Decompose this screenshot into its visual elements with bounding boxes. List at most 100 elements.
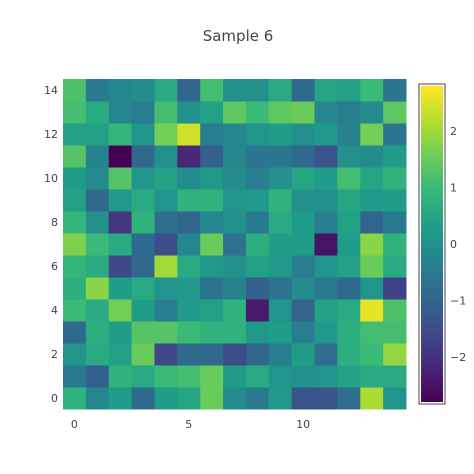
heatmap-cell — [291, 277, 316, 300]
heatmap-cell — [245, 277, 270, 300]
heatmap-cell — [85, 101, 110, 124]
heatmap-cell — [85, 321, 110, 344]
heatmap-cell — [245, 189, 270, 212]
heatmap-cell — [63, 365, 87, 388]
heatmap-cell — [85, 167, 110, 190]
heatmap-cell — [268, 79, 293, 102]
heatmap-cell — [63, 79, 87, 102]
heatmap-cell — [108, 255, 133, 278]
heatmap-cell — [268, 145, 293, 168]
heatmap-cell — [360, 145, 384, 168]
heatmap-cell — [314, 189, 338, 212]
heatmap-cell — [291, 211, 316, 234]
heatmap-cell — [291, 167, 316, 190]
heatmap-cell — [108, 145, 133, 168]
heatmap-cell — [85, 299, 110, 322]
heatmap-cell — [314, 255, 338, 278]
heatmap-cell — [63, 211, 87, 234]
colorbar-tick-label: 1 — [450, 182, 457, 195]
heatmap-cell — [268, 101, 293, 124]
heatmap-cell — [63, 255, 87, 278]
heatmap-cell — [154, 167, 178, 190]
colorbar-gradient — [421, 86, 443, 402]
heatmap-cell — [200, 343, 224, 366]
heatmap-cell — [223, 255, 247, 278]
heatmap-cell — [223, 277, 247, 300]
heatmap-cell — [200, 145, 224, 168]
y-axis-ticks: 0 2 4 6 8 10 12 14 — [44, 84, 58, 405]
heatmap-cell — [154, 189, 178, 212]
heatmap-cell — [200, 277, 224, 300]
heatmap-cell — [337, 255, 361, 278]
heatmap-cell — [360, 189, 384, 212]
heatmap-cell — [108, 211, 133, 234]
heatmap-cell — [85, 365, 110, 388]
heatmap-cells — [63, 79, 407, 410]
colorbar: 2 1 0 −1 −2 — [418, 83, 466, 405]
heatmap-cell — [268, 123, 293, 146]
colorbar-tick-label: −2 — [450, 351, 466, 364]
heatmap-cell — [177, 101, 201, 124]
heatmap-cell — [314, 299, 338, 322]
heatmap-cell — [63, 277, 87, 300]
heatmap-cell — [154, 211, 178, 234]
heatmap-cell — [131, 101, 155, 124]
heatmap-cell — [177, 79, 201, 102]
heatmap-cell — [245, 299, 270, 322]
heatmap-cell — [337, 211, 361, 234]
heatmap-cell — [177, 167, 201, 190]
heatmap-cell — [314, 233, 338, 256]
heatmap-cell — [360, 255, 384, 278]
heatmap-cell — [268, 321, 293, 344]
heatmap-cell — [85, 387, 110, 410]
heatmap-cell — [108, 365, 133, 388]
heatmap-cell — [177, 365, 201, 388]
heatmap-cell — [383, 79, 407, 102]
heatmap-cell — [63, 167, 87, 190]
heatmap-cell — [314, 145, 338, 168]
x-tick-label: 10 — [296, 418, 310, 431]
heatmap-cell — [383, 167, 407, 190]
heatmap-cell — [291, 387, 316, 410]
heatmap-cell — [291, 343, 316, 366]
heatmap-cell — [177, 277, 201, 300]
heatmap-cell — [245, 233, 270, 256]
heatmap-cell — [85, 189, 110, 212]
heatmap-cell — [268, 211, 293, 234]
heatmap-cell — [177, 189, 201, 212]
heatmap-cell — [200, 387, 224, 410]
heatmap-cell — [360, 299, 384, 322]
heatmap-cell — [85, 123, 110, 146]
y-tick-label: 12 — [44, 128, 58, 141]
heatmap-cell — [131, 233, 155, 256]
heatmap-cell — [291, 189, 316, 212]
heatmap-cell — [337, 101, 361, 124]
heatmap-cell — [154, 365, 178, 388]
heatmap-cell — [131, 387, 155, 410]
y-tick-label: 10 — [44, 172, 58, 185]
heatmap-cell — [223, 299, 247, 322]
y-tick-label: 4 — [51, 304, 58, 317]
heatmap-cell — [383, 343, 407, 366]
heatmap-cell — [177, 387, 201, 410]
heatmap-cell — [314, 321, 338, 344]
heatmap-cell — [268, 167, 293, 190]
heatmap-cell — [200, 79, 224, 102]
heatmap-cell — [63, 321, 87, 344]
heatmap-cell — [337, 365, 361, 388]
heatmap-cell — [108, 189, 133, 212]
heatmap-cell — [360, 167, 384, 190]
heatmap-cell — [360, 123, 384, 146]
heatmap-cell — [291, 233, 316, 256]
heatmap-cell — [200, 321, 224, 344]
chart-title: Sample 6 — [203, 27, 274, 45]
heatmap-cell — [245, 321, 270, 344]
heatmap-cell — [268, 255, 293, 278]
heatmap-cell — [85, 343, 110, 366]
heatmap-cell — [154, 255, 178, 278]
heatmap-cell — [245, 123, 270, 146]
heatmap-cell — [177, 321, 201, 344]
y-tick-label: 8 — [51, 216, 58, 229]
heatmap-cell — [268, 189, 293, 212]
